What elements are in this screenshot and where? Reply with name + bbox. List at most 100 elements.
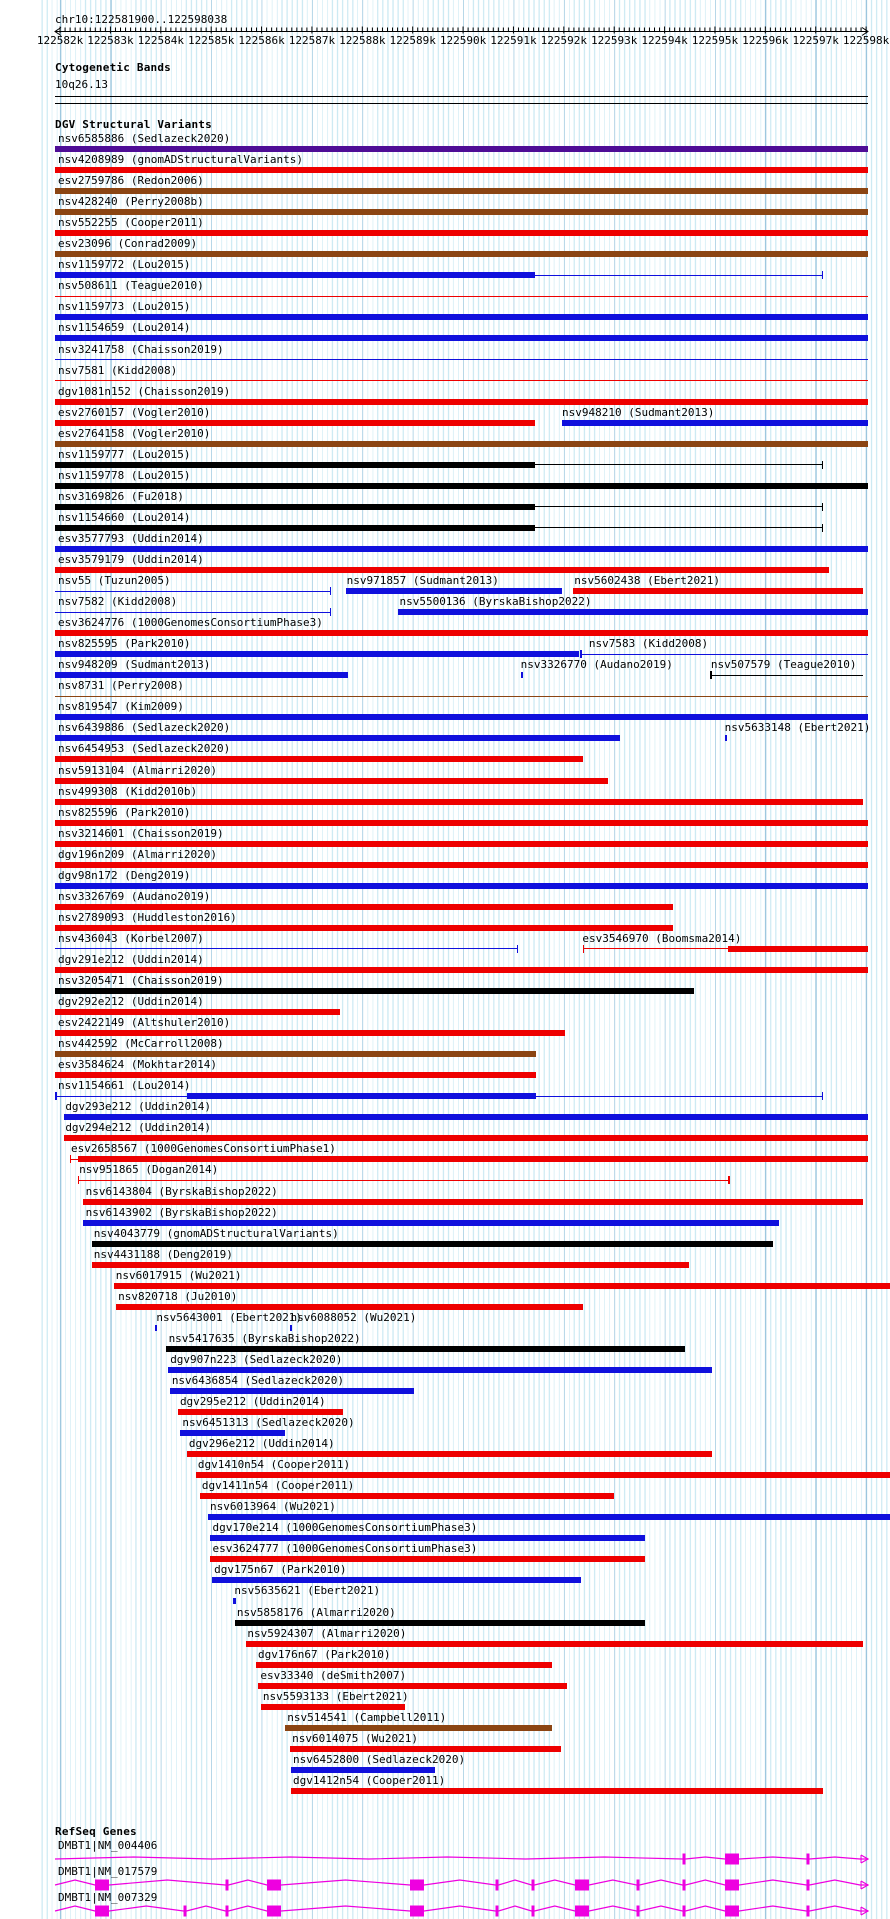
variant-bar[interactable] [246, 1640, 864, 1647]
variant-bar[interactable] [55, 1051, 537, 1058]
variant-label[interactable]: dgv291e212 (Uddin2014) [58, 952, 204, 966]
variant-label[interactable]: nsv5633148 (Ebert2021) [724, 721, 871, 735]
variant-bar[interactable] [258, 1682, 568, 1689]
variant-bar[interactable] [55, 335, 868, 342]
variant-label[interactable]: nsv951865 (Dogan2014) [79, 1163, 219, 1177]
gene-exon[interactable] [410, 1905, 424, 1917]
gene-model[interactable] [0, 1901, 890, 1919]
variant-label[interactable]: esv3579179 (Uddin2014) [58, 553, 204, 566]
cytoband-glyph[interactable] [55, 96, 868, 104]
variant-label[interactable]: esv2658567 (1000GenomesConsortiumPhase1) [71, 1142, 336, 1156]
gene-exon-tick[interactable] [806, 1879, 810, 1891]
variant-label[interactable]: nsv819547 (Kim2009) [58, 700, 184, 714]
variant-label[interactable]: nsv6013964 (Wu2021) [210, 1500, 336, 1514]
variant-label[interactable]: nsv6439886 (Sedlazeck2020) [58, 721, 231, 735]
variant-label[interactable]: nsv6143804 (ByrskaBishop2022) [85, 1184, 278, 1198]
variant-bar[interactable] [91, 1240, 773, 1247]
variant-bar[interactable] [55, 314, 868, 321]
gene-exon-tick[interactable] [682, 1905, 686, 1917]
variant-bar[interactable] [55, 735, 621, 742]
variant-bar[interactable] [55, 714, 868, 721]
variant-label[interactable]: nsv5924307 (Almarri2020) [247, 1626, 407, 1640]
variant-range-line[interactable] [55, 295, 868, 297]
variant-bar[interactable] [55, 188, 868, 195]
variant-label[interactable]: nsv552255 (Cooper2011) [58, 216, 204, 230]
variant-label[interactable]: nsv5602438 (Ebert2021) [574, 574, 720, 588]
variant-bar[interactable] [55, 966, 868, 973]
variant-bar[interactable] [55, 882, 868, 889]
variant-label[interactable]: nsv825595 (Park2010) [58, 637, 191, 651]
variant-bar[interactable] [55, 924, 673, 931]
gene-label[interactable]: DMBT1|NM_004406 [58, 1839, 158, 1852]
variant-label[interactable]: dgv176n67 (Park2010) [257, 1647, 391, 1661]
variant-label[interactable]: nsv820718 (Ju2010) [118, 1289, 238, 1303]
variant-bar[interactable] [83, 1219, 779, 1226]
variant-bar[interactable] [55, 861, 868, 868]
variant-label[interactable]: nsv6088052 (Wu2021) [290, 1310, 417, 1324]
variant-label[interactable]: nsv6454953 (Sedlazeck2020) [58, 742, 231, 756]
variant-label[interactable]: nsv3169826 (Fu2018) [58, 489, 184, 503]
variant-bar[interactable] [207, 1514, 890, 1521]
variant-range-line[interactable] [55, 380, 868, 382]
variant-bar[interactable] [199, 1493, 615, 1500]
variant-bar[interactable] [55, 1009, 341, 1016]
variant-bar[interactable] [55, 545, 868, 552]
variant-label[interactable]: nsv6017915 (Wu2021) [115, 1268, 242, 1282]
variant-label[interactable]: dgv1412n54 (Cooper2011) [292, 1773, 446, 1787]
variant-label[interactable]: esv3577793 (Uddin2014) [58, 531, 204, 545]
variant-label[interactable]: nsv5500136 (ByrskaBishop2022) [399, 595, 592, 609]
variant-range-line[interactable] [55, 1095, 187, 1097]
variant-bar[interactable] [55, 251, 868, 258]
gene-exon-tick[interactable] [682, 1879, 686, 1891]
variant-range-line[interactable] [536, 1095, 824, 1097]
variant-label[interactable]: dgv295e212 (Uddin2014) [179, 1395, 326, 1408]
variant-bar[interactable] [260, 1703, 405, 1710]
variant-bar[interactable] [113, 1282, 890, 1289]
variant-bar[interactable] [55, 819, 868, 826]
variant-point[interactable] [233, 1598, 236, 1605]
variant-bar[interactable] [55, 651, 579, 658]
variant-range-line[interactable] [710, 674, 864, 676]
variant-bar[interactable] [55, 482, 868, 489]
variant-label[interactable]: nsv1154660 (Lou2014) [58, 510, 191, 524]
variant-label[interactable]: dgv170e214 (1000GenomesConsortiumPhase3) [212, 1521, 478, 1535]
variant-label[interactable]: nsv6014075 (Wu2021) [292, 1731, 418, 1745]
variant-label[interactable]: nsv7581 (Kidd2008) [58, 363, 178, 377]
variant-label[interactable]: nsv1159778 (Lou2015) [58, 468, 191, 482]
variant-bar[interactable] [55, 146, 868, 152]
variant-label[interactable]: nsv825596 (Park2010) [58, 805, 191, 819]
variant-bar[interactable] [55, 567, 829, 573]
variant-label[interactable]: dgv1411n54 (Cooper2011) [201, 1479, 355, 1493]
gene-exon-tick[interactable] [531, 1905, 535, 1917]
gene-exon-tick[interactable] [806, 1905, 810, 1917]
variant-label[interactable]: esv3624776 (1000GenomesConsortiumPhase3) [58, 616, 323, 630]
variant-bar[interactable] [572, 588, 864, 595]
gene-exon-tick[interactable] [225, 1905, 229, 1917]
variant-bar[interactable] [83, 1198, 864, 1205]
variant-label[interactable]: dgv98n172 (Deng2019) [58, 868, 191, 882]
variant-point[interactable] [289, 1324, 293, 1331]
variant-bar[interactable] [55, 756, 584, 763]
variant-label[interactable]: nsv514541 (Campbell2011) [287, 1710, 447, 1724]
variant-label[interactable]: dgv175n67 (Park2010) [214, 1563, 347, 1577]
gene-exon-tick[interactable] [495, 1879, 499, 1891]
variant-range-line[interactable] [534, 506, 824, 508]
gene-exon[interactable] [267, 1879, 281, 1891]
variant-label[interactable]: nsv428240 (Perry2008b) [58, 195, 204, 209]
variant-bar[interactable] [63, 1135, 868, 1142]
variant-label[interactable]: nsv7582 (Kidd2008) [58, 595, 178, 609]
variant-label[interactable]: dgv196n209 (Almarri2020) [58, 847, 217, 861]
variant-bar[interactable] [195, 1472, 890, 1479]
variant-label[interactable]: nsv3241758 (Chaisson2019) [58, 342, 224, 356]
gene-exon[interactable] [725, 1879, 739, 1891]
variant-label[interactable]: esv3584624 (Mokhtar2014) [58, 1058, 217, 1072]
gene-exon[interactable] [410, 1879, 424, 1891]
variant-bar[interactable] [55, 419, 535, 426]
gene-exon-tick[interactable] [531, 1879, 535, 1891]
variant-label[interactable]: nsv1154659 (Lou2014) [58, 321, 191, 335]
variant-bar[interactable] [55, 524, 535, 531]
variant-bar[interactable] [55, 988, 695, 994]
variant-label[interactable]: nsv5858176 (Almarri2020) [236, 1605, 396, 1619]
variant-bar[interactable] [55, 461, 535, 468]
coordinate-ruler[interactable] [0, 24, 890, 36]
